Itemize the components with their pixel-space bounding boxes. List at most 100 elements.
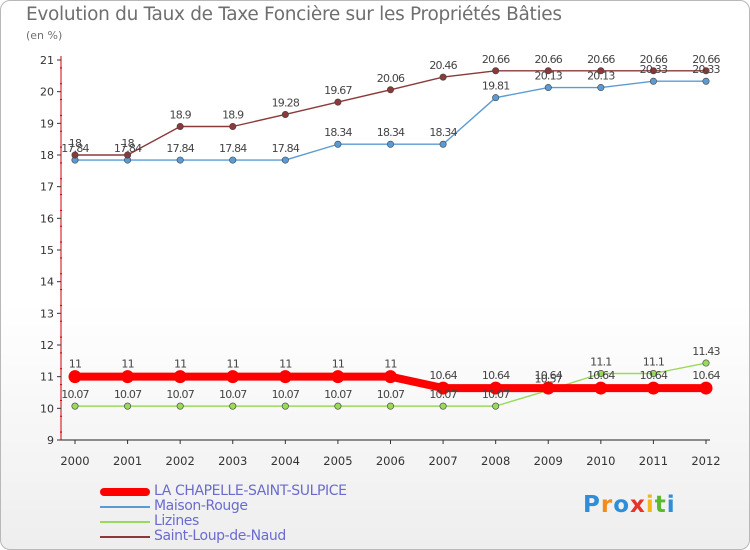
data-label: 20.66 xyxy=(692,53,720,66)
data-label: 18.34 xyxy=(377,126,405,139)
data-label: 20.13 xyxy=(535,70,563,83)
series-point-0 xyxy=(226,370,240,384)
series-point-1 xyxy=(544,84,552,92)
data-label: 11.43 xyxy=(692,345,720,358)
data-label: 10.64 xyxy=(535,369,563,382)
series-point-1 xyxy=(334,140,342,148)
logo-letter: t xyxy=(654,492,667,518)
series-point-3 xyxy=(649,67,657,75)
legend-swatch xyxy=(100,506,150,508)
y-tick-label: 16 xyxy=(40,212,54,225)
x-tick-label: 2002 xyxy=(166,454,195,468)
series-point-2 xyxy=(492,402,500,410)
data-label: 10.64 xyxy=(429,369,457,382)
series-point-3 xyxy=(229,123,237,131)
series-point-2 xyxy=(649,369,657,377)
x-tick-label: 2011 xyxy=(639,454,668,468)
legend-label: Lizines xyxy=(154,513,199,529)
data-label: 10.57 xyxy=(535,372,563,385)
data-label: 10.07 xyxy=(166,388,194,401)
data-label: 20.66 xyxy=(535,53,563,66)
x-tick-label: 2000 xyxy=(60,454,89,468)
data-label: 17.84 xyxy=(166,142,194,155)
logo-letter: P xyxy=(583,492,601,518)
data-label: 10.64 xyxy=(587,369,615,382)
data-label: 20.66 xyxy=(482,53,510,66)
series-point-3 xyxy=(71,151,79,159)
unit-label: (en %) xyxy=(26,29,63,42)
data-label: 18.9 xyxy=(170,109,192,122)
series-point-2 xyxy=(71,402,79,410)
series-point-2 xyxy=(386,402,394,410)
legend-swatch xyxy=(100,488,150,496)
data-label: 11 xyxy=(121,358,133,371)
series-point-2 xyxy=(334,402,342,410)
series-point-0 xyxy=(699,381,713,395)
series-point-0 xyxy=(68,370,82,384)
series-point-1 xyxy=(702,77,710,85)
data-label: 11 xyxy=(279,358,291,371)
data-label: 11.1 xyxy=(643,356,664,369)
series-point-1 xyxy=(649,77,657,85)
data-label: 18.9 xyxy=(222,109,244,122)
series-point-2 xyxy=(124,402,132,410)
data-label: 10.07 xyxy=(429,388,457,401)
series-point-0 xyxy=(594,381,608,395)
data-label: 10.07 xyxy=(272,388,300,401)
data-label: 10.64 xyxy=(692,369,720,382)
data-label: 10.64 xyxy=(640,369,668,382)
series-point-0 xyxy=(121,370,135,384)
data-label: 18.34 xyxy=(429,126,457,139)
series-point-2 xyxy=(702,359,710,367)
data-label: 10.64 xyxy=(482,369,510,382)
chart-title: Evolution du Taux de Taxe Foncière sur l… xyxy=(26,4,562,25)
series-point-2 xyxy=(176,402,184,410)
series-point-1 xyxy=(439,140,447,148)
x-tick-label: 2006 xyxy=(376,454,405,468)
logo-letter: r xyxy=(600,492,614,518)
y-tick-label: 17 xyxy=(40,181,54,194)
legend-label: Saint-Loup-de-Naud xyxy=(154,528,286,544)
data-label: 20.66 xyxy=(587,53,615,66)
y-tick-label: 11 xyxy=(40,371,54,384)
series-point-1 xyxy=(386,140,394,148)
series-point-2 xyxy=(281,402,289,410)
series-point-3 xyxy=(544,67,552,75)
y-tick-label: 15 xyxy=(40,244,54,257)
series-point-0 xyxy=(331,370,345,384)
series-point-0 xyxy=(646,381,660,395)
data-label: 20.06 xyxy=(377,72,405,85)
series-point-2 xyxy=(229,402,237,410)
data-label: 17.84 xyxy=(114,142,142,155)
data-label: 20.33 xyxy=(640,63,668,76)
data-label: 20.33 xyxy=(692,63,720,76)
proxiti-logo: Proxiti xyxy=(583,492,676,518)
data-label: 20.46 xyxy=(429,59,457,72)
data-label: 20.13 xyxy=(587,70,615,83)
data-label: 20.66 xyxy=(640,53,668,66)
data-label: 17.84 xyxy=(61,142,89,155)
y-tick-label: 9 xyxy=(47,434,54,447)
y-tick-label: 14 xyxy=(40,276,54,289)
data-label: 11 xyxy=(174,358,186,371)
series-point-3 xyxy=(597,67,605,75)
series-point-3 xyxy=(386,86,394,94)
data-label: 18 xyxy=(69,137,82,150)
data-label: 10.07 xyxy=(482,388,510,401)
data-label: 10.07 xyxy=(377,388,405,401)
x-tick-label: 2008 xyxy=(481,454,510,468)
series-point-2 xyxy=(597,369,605,377)
data-label: 17.84 xyxy=(272,142,300,155)
y-tick-label: 18 xyxy=(40,149,54,162)
legend-swatch xyxy=(100,521,150,523)
series-point-1 xyxy=(176,156,184,164)
data-label: 10.07 xyxy=(219,388,247,401)
series-point-0 xyxy=(278,370,292,384)
data-label: 11.1 xyxy=(590,356,611,369)
logo-letter: i xyxy=(645,492,655,518)
legend-label: Maison-Rouge xyxy=(154,498,248,514)
x-tick-label: 2009 xyxy=(534,454,563,468)
data-label: 17.84 xyxy=(219,142,247,155)
series-point-3 xyxy=(334,98,342,106)
